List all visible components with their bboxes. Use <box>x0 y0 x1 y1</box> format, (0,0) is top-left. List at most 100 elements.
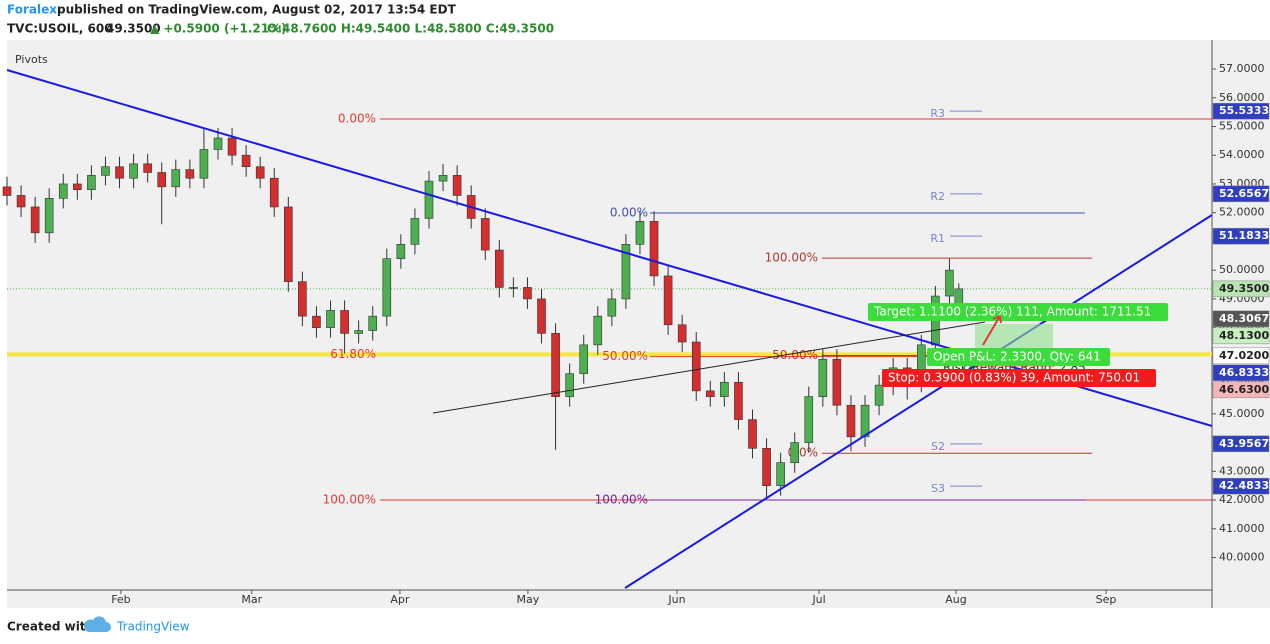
pivot-label: R3 <box>930 107 945 120</box>
last-price: 49.3500 <box>106 22 161 36</box>
candle-body <box>509 287 518 289</box>
candle-body <box>354 330 363 334</box>
time-axis <box>7 590 1212 608</box>
y-tick-label: 52.0000 <box>1219 206 1265 219</box>
candle-body <box>199 149 209 179</box>
candle-body <box>706 390 715 397</box>
price-badge <box>1212 435 1270 453</box>
candle-body <box>832 358 842 406</box>
candle-body <box>44 198 54 234</box>
arrow <box>982 315 1001 346</box>
price-badge <box>1212 185 1270 203</box>
candle-body <box>326 310 335 328</box>
price-badge <box>1212 477 1270 495</box>
price-badge <box>1212 347 1270 365</box>
price-badge <box>1212 227 1270 245</box>
y-tick-label: 43.0000 <box>1219 464 1265 477</box>
fib-label: 100.00% <box>765 251 818 265</box>
price-badge-label: 46.6300 <box>1219 383 1269 396</box>
x-tick-label: Jul <box>811 593 825 606</box>
y-tick-label: 42.0000 <box>1219 493 1265 506</box>
published: published on TradingView.com, August 02,… <box>57 3 457 17</box>
price-badge-label: 42.4833 <box>1219 479 1269 492</box>
y-tick-label: 55.0000 <box>1219 119 1265 132</box>
fib-label: 100.00% <box>595 493 648 507</box>
fib-label: 0.00% <box>610 205 648 219</box>
symbol: TVC:USOIL, 600 <box>7 22 113 36</box>
pivot-label: S3 <box>931 482 945 495</box>
change: ▲ +0.5900 (+1.21%) <box>150 22 287 36</box>
price-badge <box>1212 310 1270 328</box>
pivot-label: S2 <box>931 440 945 453</box>
candle-body <box>762 448 771 486</box>
y-tick-label: 56.0000 <box>1219 91 1265 104</box>
y-tick-label: 45.0000 <box>1219 407 1265 420</box>
y-tick-label: 40.0000 <box>1219 551 1265 564</box>
x-tick-label: Jun <box>667 593 685 606</box>
candle-body <box>776 462 785 486</box>
candle-body <box>480 218 490 251</box>
candle-body <box>30 206 40 234</box>
arrow-head <box>992 315 1002 324</box>
candle-body <box>269 177 279 208</box>
candle-body <box>58 183 68 199</box>
indicator-label: Pivots <box>15 53 48 66</box>
candle-body <box>73 183 82 191</box>
candle-body <box>2 186 12 196</box>
candle-body <box>551 333 560 397</box>
price-badge-label: 47.0200 <box>1219 349 1269 362</box>
candle-body <box>382 258 392 317</box>
candle-body <box>691 341 701 392</box>
y-tick-label: 57.0000 <box>1219 62 1265 75</box>
candle-body <box>424 180 434 219</box>
candle-body <box>213 137 223 150</box>
price-badge-label: 51.1833 <box>1219 229 1269 242</box>
candle-body <box>452 175 462 196</box>
candle-body <box>171 169 181 188</box>
x-tick-label: Aug <box>945 593 966 606</box>
candle-body <box>734 381 743 420</box>
candle-body <box>284 206 293 282</box>
fib-label: 100.00% <box>323 493 376 507</box>
trend-line <box>624 214 1213 589</box>
fib-label: 0.00% <box>338 112 376 126</box>
candle-body <box>635 221 645 245</box>
candle-body <box>241 154 251 168</box>
trend-line <box>432 321 986 414</box>
candle-body <box>523 287 532 300</box>
candle-body <box>748 419 757 449</box>
candle-body <box>410 218 420 245</box>
price-badge-label: 48.1300 <box>1219 329 1269 342</box>
ohlc: O:48.7600 H:49.5400 L:48.5800 C:49.3500 <box>267 22 554 36</box>
candle-body <box>663 275 673 326</box>
candle-body <box>312 315 321 328</box>
pivot-label: R1 <box>930 232 945 245</box>
candle-body <box>579 344 589 374</box>
x-tick-label: May <box>517 593 540 606</box>
price-badge <box>1212 364 1270 382</box>
fib-label: 50.00% <box>602 349 648 363</box>
price-badge <box>1212 327 1270 345</box>
footer-created: Created with <box>7 620 94 634</box>
candle-body <box>621 244 631 300</box>
author: Foralex <box>7 3 57 17</box>
candle-body <box>438 175 448 182</box>
candle-body <box>143 163 152 173</box>
candle-body <box>368 315 378 331</box>
candle-body <box>115 166 124 179</box>
candle-body <box>495 249 504 288</box>
logo <box>84 616 111 632</box>
candle-body <box>537 298 546 334</box>
candle-body <box>185 169 195 179</box>
candle-body <box>804 396 814 443</box>
candle-body <box>16 195 26 208</box>
x-tick-label: Apr <box>390 593 410 606</box>
stop-label: Stop: 0.3900 (0.83%) 39, Amount: 750.01 <box>888 371 1140 385</box>
target-label-box <box>868 303 1168 321</box>
candle-body <box>649 221 659 277</box>
x-tick-label: Mar <box>241 593 262 606</box>
candle-body <box>340 310 349 334</box>
candle-body <box>255 166 265 179</box>
